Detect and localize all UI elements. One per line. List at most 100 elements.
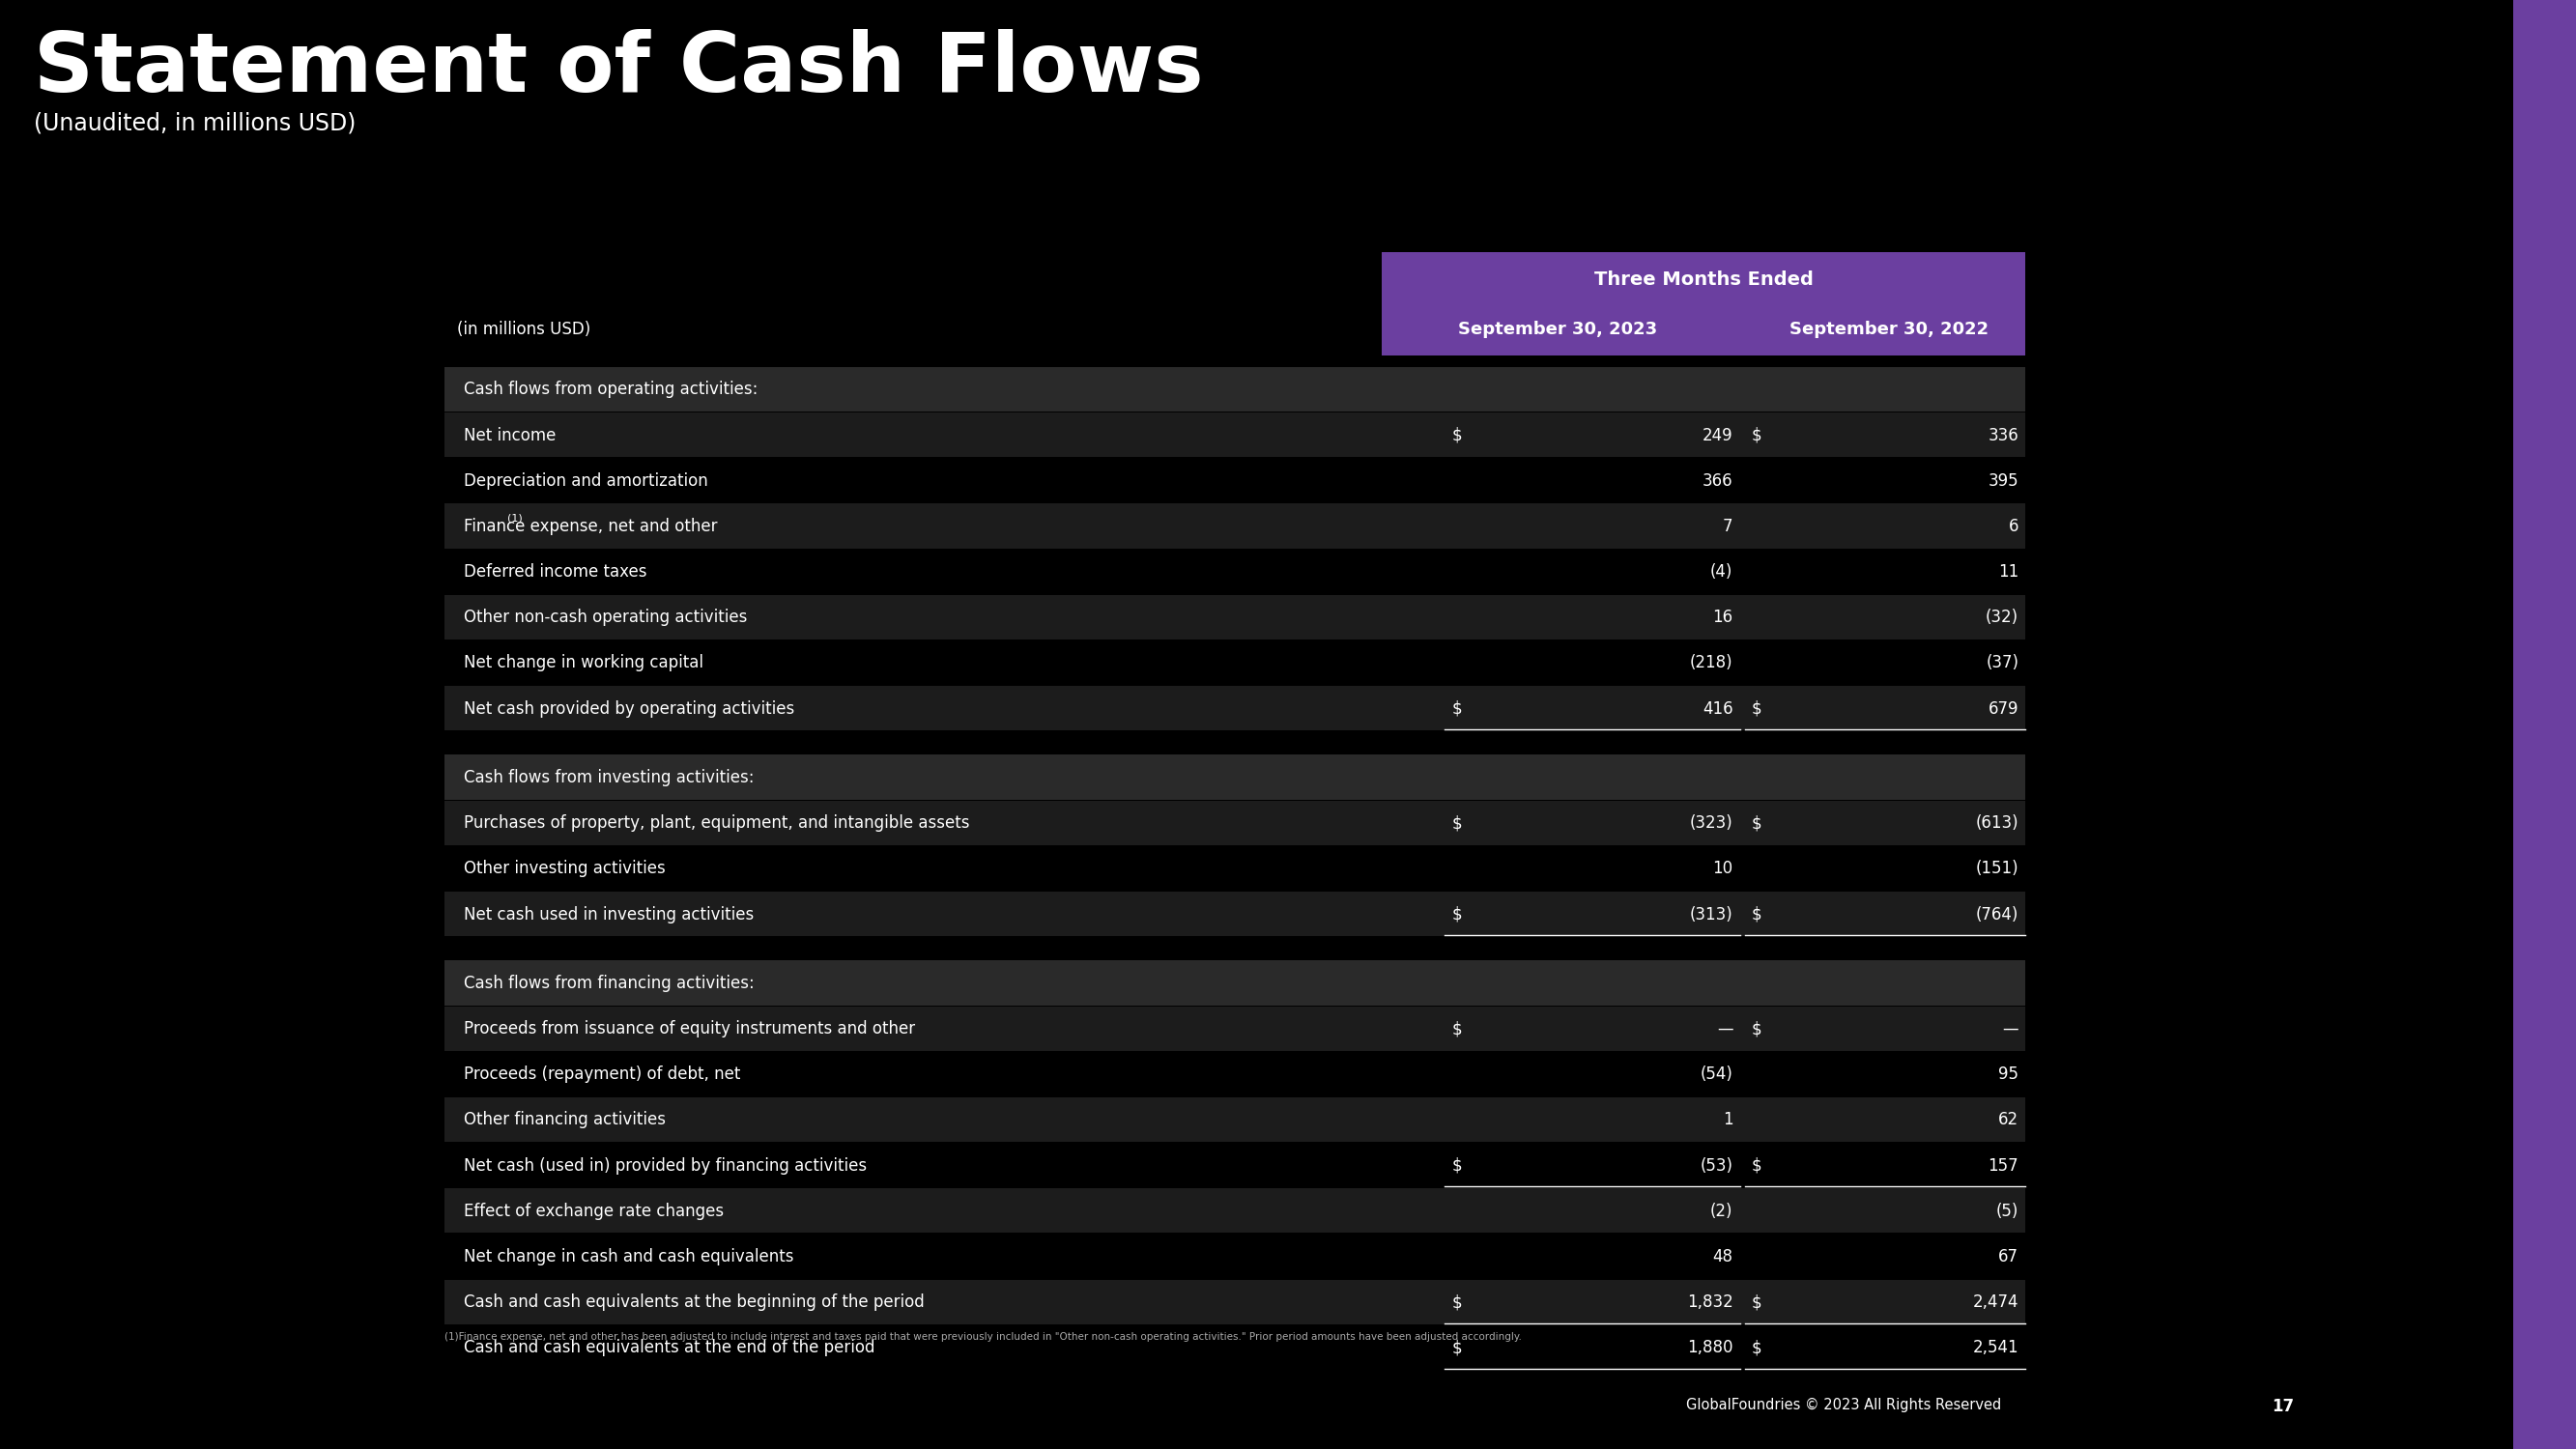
Text: Other investing activities: Other investing activities <box>464 861 665 878</box>
Text: 679: 679 <box>1989 700 2020 717</box>
Text: September 30, 2023: September 30, 2023 <box>1458 320 1656 338</box>
Text: Finance expense, net and other: Finance expense, net and other <box>464 517 716 535</box>
Text: (2): (2) <box>1710 1203 1734 1220</box>
Text: Cash flows from investing activities:: Cash flows from investing activities: <box>464 769 755 787</box>
Bar <box>446 800 2025 845</box>
Text: 1,832: 1,832 <box>1687 1294 1734 1311</box>
Text: 67: 67 <box>1999 1248 2020 1265</box>
Bar <box>446 1143 2025 1187</box>
Text: Net cash (used in) provided by financing activities: Net cash (used in) provided by financing… <box>464 1156 866 1174</box>
Text: Purchases of property, plant, equipment, and intangible assets: Purchases of property, plant, equipment,… <box>464 814 969 832</box>
Text: 10: 10 <box>1713 861 1734 878</box>
Text: 1,880: 1,880 <box>1687 1339 1734 1356</box>
Text: 62: 62 <box>1999 1111 2020 1129</box>
Text: Cash and cash equivalents at the beginning of the period: Cash and cash equivalents at the beginni… <box>464 1294 925 1311</box>
Text: —: — <box>2002 1020 2020 1037</box>
Text: Cash flows from financing activities:: Cash flows from financing activities: <box>464 975 755 993</box>
Bar <box>446 549 2025 594</box>
Text: $: $ <box>1453 1020 1463 1037</box>
Text: (32): (32) <box>1986 609 2020 626</box>
Text: $: $ <box>1752 1020 1762 1037</box>
Text: $: $ <box>1752 906 1762 923</box>
Text: 1: 1 <box>1723 1111 1734 1129</box>
Bar <box>446 961 2025 1006</box>
Text: 2,474: 2,474 <box>1973 1294 2020 1311</box>
Text: $: $ <box>1453 700 1463 717</box>
Text: Net cash used in investing activities: Net cash used in investing activities <box>464 906 755 923</box>
Text: $: $ <box>1752 1294 1762 1311</box>
Text: Net cash provided by operating activities: Net cash provided by operating activitie… <box>464 700 793 717</box>
Text: Cash and cash equivalents at the end of the period: Cash and cash equivalents at the end of … <box>464 1339 876 1356</box>
Text: (1): (1) <box>507 513 523 523</box>
Text: $: $ <box>1752 1339 1762 1356</box>
Text: 48: 48 <box>1713 1248 1734 1265</box>
Bar <box>2514 0 2576 1449</box>
Text: $: $ <box>1453 1339 1463 1356</box>
Text: Cash flows from operating activities:: Cash flows from operating activities: <box>464 381 757 398</box>
Text: Proceeds from issuance of equity instruments and other: Proceeds from issuance of equity instrum… <box>464 1020 914 1037</box>
Text: (218): (218) <box>1690 655 1734 672</box>
Text: Three Months Ended: Three Months Ended <box>1595 270 1814 288</box>
Text: September 30, 2022: September 30, 2022 <box>1790 320 1989 338</box>
Text: (1)Finance expense, net and other has been adjusted to include interest and taxe: (1)Finance expense, net and other has be… <box>446 1332 1522 1342</box>
Text: (37): (37) <box>1986 655 2020 672</box>
Text: Depreciation and amortization: Depreciation and amortization <box>464 472 708 490</box>
Bar <box>446 891 2025 936</box>
Text: 157: 157 <box>1989 1156 2020 1174</box>
Bar <box>446 685 2025 730</box>
Text: 7: 7 <box>1723 517 1734 535</box>
Bar <box>446 594 2025 639</box>
Text: $: $ <box>1453 426 1463 443</box>
Text: Effect of exchange rate changes: Effect of exchange rate changes <box>464 1203 724 1220</box>
Text: Deferred income taxes: Deferred income taxes <box>464 564 647 581</box>
Text: (in millions USD): (in millions USD) <box>456 320 590 338</box>
Text: $: $ <box>1453 814 1463 832</box>
Text: $: $ <box>1752 426 1762 443</box>
Text: Statement of Cash Flows: Statement of Cash Flows <box>33 29 1203 109</box>
Text: (764): (764) <box>1976 906 2020 923</box>
Bar <box>446 846 2025 891</box>
Text: Net income: Net income <box>464 426 556 443</box>
Text: 16: 16 <box>1713 609 1734 626</box>
Text: Proceeds (repayment) of debt, net: Proceeds (repayment) of debt, net <box>464 1066 739 1084</box>
Text: GlobalFoundries © 2023 All Rights Reserved: GlobalFoundries © 2023 All Rights Reserv… <box>1687 1398 2002 1413</box>
Bar <box>446 458 2025 503</box>
Text: (323): (323) <box>1690 814 1734 832</box>
Text: Other financing activities: Other financing activities <box>464 1111 665 1129</box>
Text: Net change in working capital: Net change in working capital <box>464 655 703 672</box>
Text: (313): (313) <box>1690 906 1734 923</box>
Text: (151): (151) <box>1976 861 2020 878</box>
Text: —: — <box>1716 1020 1734 1037</box>
Bar <box>446 1188 2025 1233</box>
Text: Net change in cash and cash equivalents: Net change in cash and cash equivalents <box>464 1248 793 1265</box>
Text: Other non-cash operating activities: Other non-cash operating activities <box>464 609 747 626</box>
Text: (54): (54) <box>1700 1066 1734 1084</box>
Text: (Unaudited, in millions USD): (Unaudited, in millions USD) <box>33 112 355 135</box>
Bar <box>446 367 2025 412</box>
Text: 11: 11 <box>1999 564 2020 581</box>
Text: $: $ <box>1752 700 1762 717</box>
Bar <box>446 504 2025 548</box>
Text: 336: 336 <box>1989 426 2020 443</box>
Bar <box>446 413 2025 456</box>
Text: (5): (5) <box>1996 1203 2020 1220</box>
Bar <box>446 1235 2025 1278</box>
Text: $: $ <box>1453 1294 1463 1311</box>
Text: (53): (53) <box>1700 1156 1734 1174</box>
Text: 95: 95 <box>1999 1066 2020 1084</box>
Bar <box>446 1326 2025 1369</box>
Text: 416: 416 <box>1703 700 1734 717</box>
Text: (613): (613) <box>1976 814 2020 832</box>
Text: $: $ <box>1752 814 1762 832</box>
Text: 2,541: 2,541 <box>1973 1339 2020 1356</box>
Bar <box>1381 252 2025 306</box>
Text: 17: 17 <box>2272 1398 2295 1416</box>
Bar <box>446 1279 2025 1324</box>
Text: $: $ <box>1752 1156 1762 1174</box>
Text: 249: 249 <box>1703 426 1734 443</box>
Text: $: $ <box>1453 906 1463 923</box>
Bar <box>446 755 2025 800</box>
Bar <box>1381 304 2025 355</box>
Text: 6: 6 <box>2009 517 2020 535</box>
Text: 395: 395 <box>1989 472 2020 490</box>
